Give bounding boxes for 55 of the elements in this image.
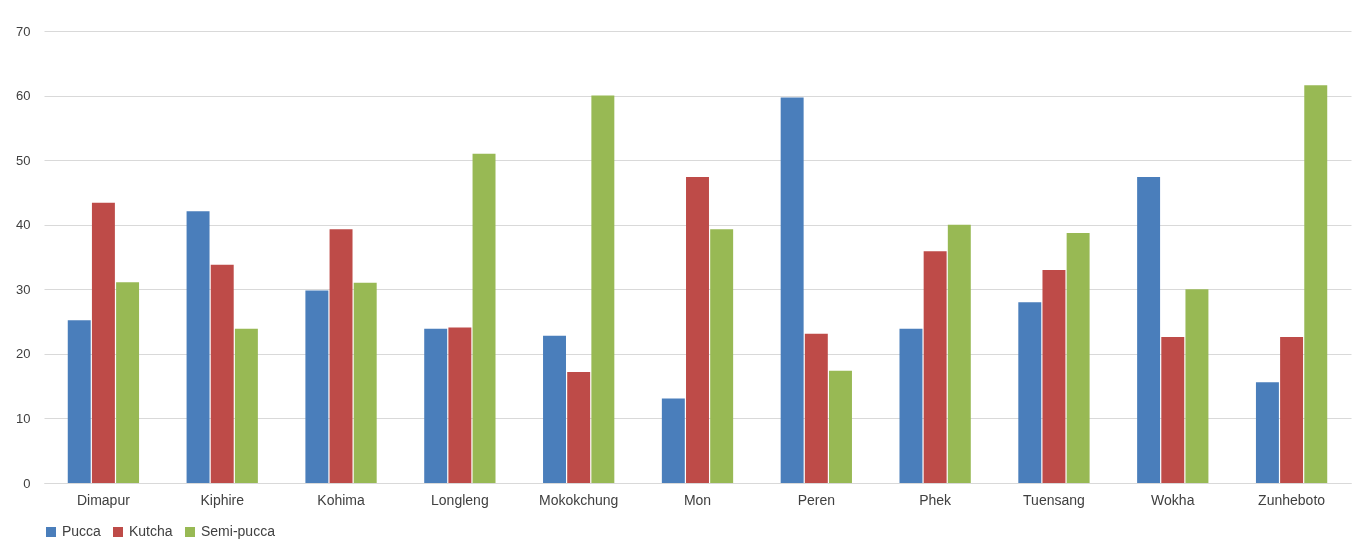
bar	[448, 327, 472, 483]
bar	[1185, 289, 1209, 483]
x-tick-label: Mokokchung	[538, 491, 619, 508]
bar	[305, 290, 329, 483]
bar	[67, 320, 91, 483]
bar	[661, 398, 685, 483]
x-tick-label: Longleng	[431, 491, 489, 508]
bar	[1042, 269, 1066, 483]
y-tick-label: 10	[16, 410, 31, 426]
bar	[1280, 337, 1304, 483]
bar	[91, 202, 115, 483]
y-tick-label: 50	[16, 152, 31, 168]
bar	[472, 153, 496, 483]
bar	[1137, 176, 1161, 483]
y-tick-label: 0	[23, 475, 31, 491]
legend-label: Kutcha	[129, 523, 173, 539]
bar	[353, 282, 377, 483]
bar	[710, 229, 734, 483]
bar	[1255, 382, 1279, 483]
bar	[947, 224, 971, 483]
bar	[329, 229, 353, 483]
y-tick-label: 60	[16, 88, 31, 104]
legend-label: Pucca	[62, 523, 102, 539]
y-tick-label: 30	[16, 281, 31, 297]
bar	[1304, 85, 1328, 483]
bar	[186, 211, 210, 483]
bar	[210, 264, 234, 483]
legend-label: Semi-pucca	[201, 523, 276, 539]
x-tick-label: Peren	[797, 491, 835, 508]
bar	[923, 251, 947, 483]
x-tick-label: Kiphire	[200, 491, 245, 508]
bar	[686, 176, 709, 483]
bar	[1018, 302, 1042, 483]
x-tick-label: Mon	[683, 491, 712, 508]
bar	[899, 328, 923, 483]
bar	[1161, 337, 1185, 483]
bar	[543, 335, 566, 483]
x-tick-label: Dimapur	[76, 491, 131, 508]
bar	[567, 371, 591, 483]
bar	[804, 333, 828, 483]
x-tick-label: Kohima	[317, 491, 365, 508]
bar	[1066, 233, 1090, 483]
bar	[424, 328, 448, 483]
x-tick-label: Zunheboto	[1258, 491, 1326, 508]
bar	[234, 328, 258, 483]
bar	[116, 282, 140, 483]
x-tick-label: Phek	[919, 491, 953, 508]
y-tick-label: 70	[16, 23, 31, 39]
bar	[780, 97, 804, 483]
y-tick-label: 20	[16, 346, 31, 362]
x-tick-label: Tuensang	[1023, 491, 1085, 508]
y-tick-label: 40	[16, 217, 31, 233]
x-tick-label: Wokha	[1151, 491, 1195, 508]
bar	[829, 370, 852, 483]
bar	[591, 95, 615, 483]
